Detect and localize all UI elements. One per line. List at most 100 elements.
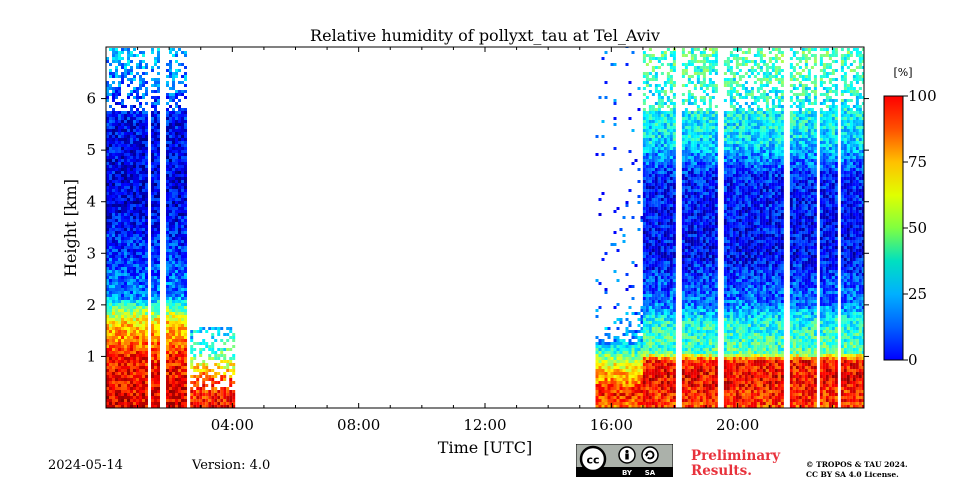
- heatmap-cell: [154, 387, 157, 390]
- heatmap-cell: [642, 219, 646, 222]
- heatmap-cell: [166, 255, 169, 258]
- heatmap-cell: [118, 87, 121, 90]
- heatmap-cell: [124, 297, 127, 300]
- heatmap-cell: [121, 309, 124, 312]
- heatmap-cell: [690, 135, 694, 138]
- heatmap-cell: [184, 165, 187, 168]
- heatmap-cell: [648, 276, 652, 279]
- heatmap-cell: [684, 138, 688, 141]
- heatmap-cell: [106, 117, 109, 120]
- heatmap-cell: [642, 165, 646, 168]
- heatmap-cell: [151, 399, 154, 402]
- heatmap-cell: [631, 384, 635, 387]
- heatmap-cell: [684, 312, 688, 315]
- heatmap-cell: [684, 378, 688, 381]
- heatmap-cell: [112, 129, 115, 132]
- heatmap-cell: [654, 222, 658, 225]
- heatmap-cell: [112, 312, 115, 315]
- heatmap-cell: [145, 291, 148, 294]
- heatmap-cell: [133, 381, 136, 384]
- heatmap-cell: [657, 246, 661, 249]
- heatmap-cell: [142, 372, 145, 375]
- heatmap-cell: [142, 138, 145, 141]
- heatmap-cell: [642, 282, 646, 285]
- heatmap-cell: [628, 189, 632, 192]
- heatmap-cell: [139, 180, 142, 183]
- heatmap-cell: [151, 255, 154, 258]
- heatmap-cell: [112, 309, 115, 312]
- heatmap-cell: [217, 366, 221, 369]
- heatmap-cell: [684, 216, 688, 219]
- heatmap-cell: [124, 282, 127, 285]
- heatmap-cell: [666, 183, 670, 186]
- heatmap-cell: [169, 165, 172, 168]
- heatmap-cell: [657, 318, 661, 321]
- heatmap-cell: [637, 348, 641, 351]
- heatmap-cell: [642, 384, 646, 387]
- heatmap-cell: [651, 378, 655, 381]
- heatmap-cell: [684, 84, 688, 87]
- heatmap-cell: [690, 384, 694, 387]
- heatmap-cell: [190, 402, 194, 405]
- heatmap-cell: [181, 219, 184, 222]
- heatmap-cell: [628, 342, 632, 345]
- heatmap-cell: [172, 324, 175, 327]
- heatmap-cell: [690, 309, 694, 312]
- heatmap-cell: [687, 297, 691, 300]
- heatmap-cell: [106, 315, 109, 318]
- heatmap-cell: [681, 240, 685, 243]
- heatmap-cell: [106, 348, 109, 351]
- heatmap-cell: [172, 219, 175, 222]
- heatmap-cell: [157, 372, 160, 375]
- heatmap-cell: [130, 105, 133, 108]
- heatmap-cell: [651, 210, 655, 213]
- heatmap-cell: [169, 372, 172, 375]
- heatmap-cell: [669, 87, 673, 90]
- heatmap-cell: [157, 117, 160, 120]
- heatmap-cell: [115, 135, 118, 138]
- heatmap-cell: [175, 399, 178, 402]
- heatmap-cell: [645, 378, 649, 381]
- heatmap-cell: [127, 69, 130, 72]
- heatmap-cell: [142, 309, 145, 312]
- heatmap-cell: [124, 288, 127, 291]
- heatmap-cell: [657, 96, 661, 99]
- heatmap-cell: [648, 48, 652, 51]
- heatmap-cell: [136, 258, 139, 261]
- heatmap-cell: [109, 354, 112, 357]
- heatmap-cell: [657, 285, 661, 288]
- heatmap-cell: [133, 369, 136, 372]
- heatmap-cell: [145, 63, 148, 66]
- heatmap-cell: [130, 309, 133, 312]
- heatmap-cell: [681, 150, 685, 153]
- heatmap-cell: [175, 372, 178, 375]
- heatmap-cell: [681, 147, 685, 150]
- heatmap-cell: [124, 198, 127, 201]
- heatmap-cell: [151, 246, 154, 249]
- heatmap-cell: [601, 342, 605, 345]
- heatmap-cell: [130, 150, 133, 153]
- heatmap-cell: [687, 63, 691, 66]
- heatmap-cell: [112, 189, 115, 192]
- heatmap-cell: [640, 375, 644, 378]
- heatmap-cell: [178, 48, 181, 51]
- heatmap-cell: [666, 213, 670, 216]
- heatmap-cell: [106, 372, 109, 375]
- heatmap-cell: [115, 303, 118, 306]
- heatmap-cell: [169, 261, 172, 264]
- heatmap-cell: [157, 249, 160, 252]
- heatmap-cell: [601, 372, 605, 375]
- heatmap-cell: [660, 303, 664, 306]
- heatmap-cell: [130, 183, 133, 186]
- heatmap-cell: [142, 78, 145, 81]
- heatmap-cell: [199, 402, 203, 405]
- heatmap-cell: [154, 165, 157, 168]
- heatmap-cell: [133, 159, 136, 162]
- heatmap-cell: [654, 339, 658, 342]
- heatmap-cell: [211, 357, 215, 360]
- heatmap-cell: [684, 171, 688, 174]
- heatmap-cell: [145, 207, 148, 210]
- heatmap-cell: [178, 105, 181, 108]
- heatmap-cell: [672, 105, 676, 108]
- heatmap-cell: [127, 384, 130, 387]
